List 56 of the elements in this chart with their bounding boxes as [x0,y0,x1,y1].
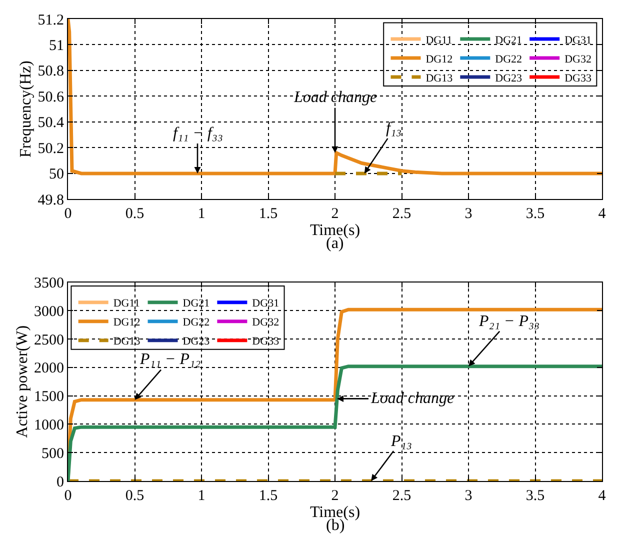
legend-label: DG32 [252,316,280,329]
annotation: P₁₁ − P₁₂ [139,351,202,368]
annotation: P₁₃ [390,433,412,450]
y-tick-label: 1500 [34,389,64,406]
y-tick-label: 500 [42,446,64,462]
legend-label: DG31 [252,298,280,310]
x-tick-label: 1.5 [258,488,278,504]
line-series [68,19,602,176]
legend-label: DG22 [495,53,522,66]
x-tick-label: 2 [331,488,339,504]
x-tick-label: 2 [331,206,339,222]
annotation: f₁₁ − f₃₃ [173,125,223,142]
y-tick-label: 3000 [34,304,64,320]
annotation: P₂₁ − P₃₃ [478,313,540,330]
legend-label: DG32 [564,53,592,66]
legend-label: DG21 [495,34,522,46]
legend-label: DG23 [495,72,523,84]
y-tick-label: 3500 [34,276,64,292]
x-tick-label: 4 [598,206,606,222]
y-tick-label: 1000 [34,417,64,434]
x-tick-label: 1 [198,488,206,504]
x-tick-label: 1 [198,206,206,222]
legend-label: DG13 [113,336,141,348]
x-tick-label: 3 [464,488,472,504]
legend-label: DG31 [564,34,592,46]
x-tick-label: 3.5 [526,488,545,504]
legend-label: DG22 [182,316,210,329]
x-tick-label: 2.5 [392,488,412,504]
y-tick-label: 51.2 [38,12,64,28]
x-tick-label: 2.5 [392,206,412,222]
legend-label: DG21 [182,298,210,310]
y-tick-label: 50.6 [38,89,64,106]
legend-label: DG33 [564,72,592,84]
y-axis-title: Active power(W) [14,325,31,438]
x-tick-label: 0.5 [125,206,144,222]
x-tick-label: 1.5 [258,206,278,222]
y-tick-label: 50.2 [38,140,64,157]
x-tick-label: 4 [598,488,606,504]
y-tick-label: 50 [49,166,64,183]
y-tick-label: 50.4 [38,115,64,132]
y-tick-label: 51 [49,38,64,54]
x-tick-label: 3.5 [526,206,545,222]
legend-label: DG12 [113,316,140,329]
annotation: f₁₃ [386,120,402,137]
y-tick-label: 49.8 [38,192,64,208]
legend-label: DG13 [426,72,454,84]
x-tick-label: 0.5 [125,488,144,504]
x-tick-label: 3 [464,206,472,222]
legend-label: DG11 [426,34,452,46]
legend-label: DG12 [426,53,453,66]
y-tick-label: 2500 [34,332,64,348]
legend-label: DG11 [113,298,140,310]
y-axis-title: Frequency(Hz) [18,60,35,158]
y-tick-label: 2000 [34,360,64,377]
y-tick-label: 0 [56,474,64,490]
y-tick-label: 50.8 [38,64,64,80]
